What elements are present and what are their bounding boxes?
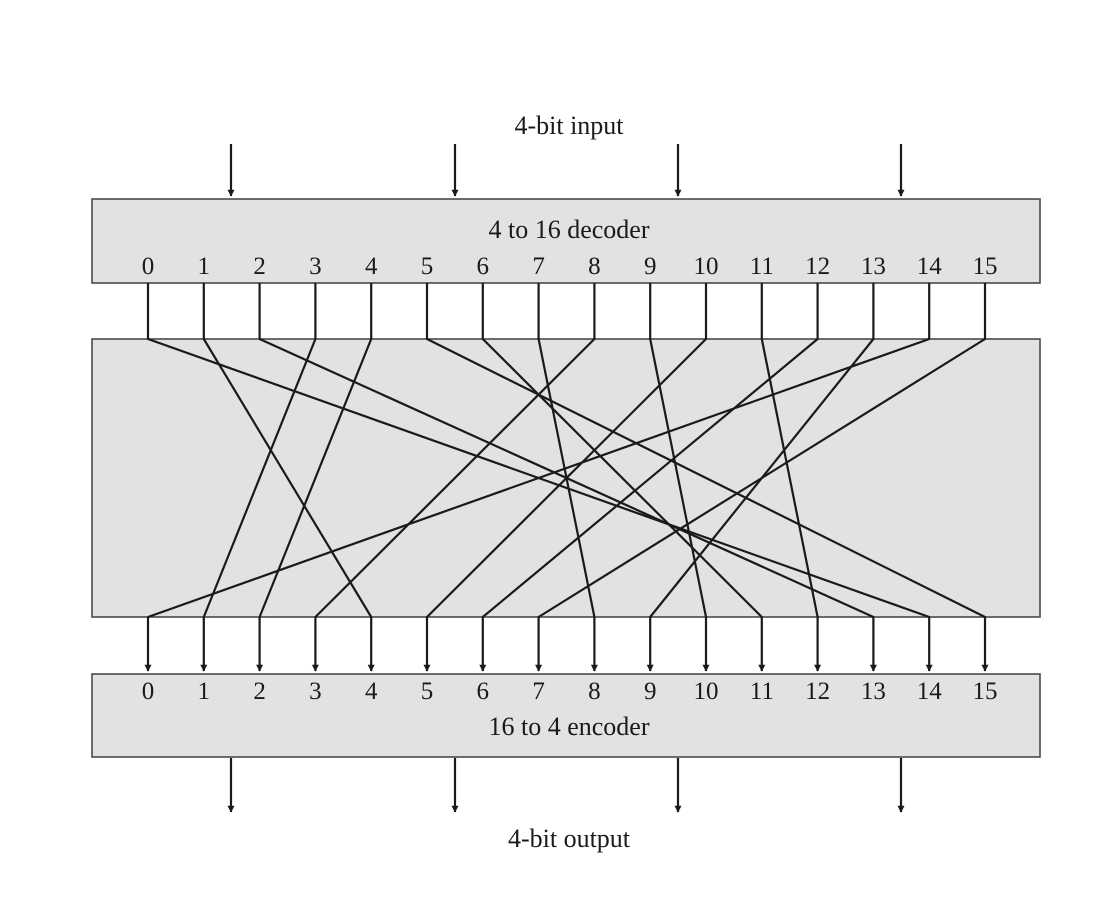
output-arrows: [227, 758, 905, 813]
wire-15-to-7: [535, 283, 987, 672]
decoder-output-labels: 0 1 2 3 4 5 6 7 8 9 10 11 12 13 14 15: [142, 253, 998, 280]
decoder-output-11: 11: [750, 253, 774, 280]
decoder-output-3: 3: [309, 253, 322, 280]
decoder-output-13: 13: [861, 253, 886, 280]
output-label: 4-bit output: [508, 824, 631, 853]
encoder-input-6: 6: [477, 678, 490, 705]
wire-1-to-4: [202, 283, 375, 672]
decoder-output-7: 7: [532, 253, 545, 280]
encoder-input-12: 12: [805, 678, 830, 705]
encoder-input-13: 13: [861, 678, 886, 705]
decoder-output-12: 12: [805, 253, 830, 280]
decoder-output-14: 14: [917, 253, 943, 280]
encoder-input-10: 10: [694, 678, 719, 705]
encoder-input-2: 2: [253, 678, 266, 705]
encoder-input-11: 11: [750, 678, 774, 705]
decoder-title: 4 to 16 decoder: [488, 215, 649, 244]
encoder-input-4: 4: [365, 678, 378, 705]
encoder-input-5: 5: [421, 678, 434, 705]
wire-10-to-5: [423, 283, 708, 672]
decoder-box: [91, 198, 1041, 284]
wire-14-to-0: [144, 283, 931, 672]
wire-6-to-11: [481, 283, 766, 672]
encoder-title: 16 to 4 encoder: [488, 712, 649, 741]
decoder-output-0: 0: [142, 253, 155, 280]
encoder-input-0: 0: [142, 678, 155, 705]
encoder-input-9: 9: [644, 678, 657, 705]
wire-4-to-2: [256, 283, 373, 672]
wire-11-to-12: [760, 283, 822, 672]
decoder-output-5: 5: [421, 253, 434, 280]
encoder-input-labels: 0 1 2 3 4 5 6 7 8 9 10 11 12 13 14 15: [142, 678, 998, 705]
decoder-output-2: 2: [253, 253, 266, 280]
encoder-box: [91, 673, 1041, 758]
encoder-input-7: 7: [532, 678, 545, 705]
wire-3-to-1: [200, 283, 317, 672]
encoder-input-15: 15: [973, 678, 998, 705]
permutation-wires: [144, 283, 989, 672]
decoder-output-1: 1: [198, 253, 211, 280]
encoder-input-8: 8: [588, 678, 601, 705]
wire-12-to-6: [479, 283, 819, 672]
decoder-output-4: 4: [365, 253, 378, 280]
decoder-output-6: 6: [477, 253, 490, 280]
encoder-input-1: 1: [198, 678, 211, 705]
decoder-output-8: 8: [588, 253, 601, 280]
decoder-output-10: 10: [694, 253, 719, 280]
decoder-output-9: 9: [644, 253, 657, 280]
wire-9-to-10: [649, 283, 710, 672]
encoder-input-14: 14: [917, 678, 943, 705]
decoder-output-15: 15: [973, 253, 998, 280]
wire-8-to-3: [311, 283, 596, 672]
input-arrows: [227, 144, 905, 197]
encoder-input-3: 3: [309, 678, 322, 705]
wire-5-to-15: [425, 283, 989, 672]
input-label: 4-bit input: [514, 111, 624, 140]
